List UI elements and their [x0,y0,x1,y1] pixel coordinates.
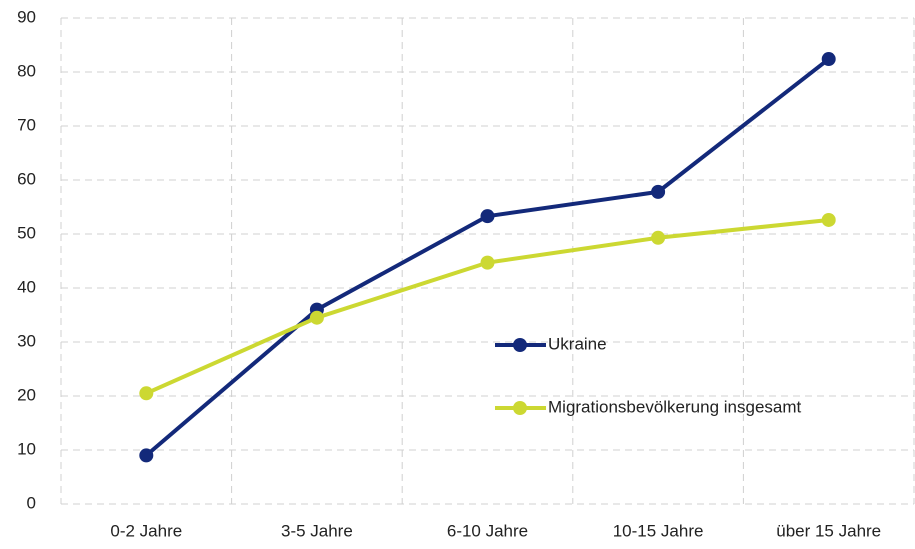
y-tick-label: 30 [17,331,36,350]
y-tick-label: 0 [27,493,36,512]
data-point [139,448,154,463]
data-point [480,255,495,270]
data-point [309,310,324,325]
x-tick-label: 6-10 Jahre [447,521,528,540]
data-point [821,212,836,227]
x-tick-label: 3-5 Jahre [281,521,353,540]
y-tick-label: 20 [17,385,36,404]
x-tick-label: 10-15 Jahre [613,521,704,540]
data-point [480,209,495,224]
x-tick-label: über 15 Jahre [776,521,881,540]
legend-marker [513,401,527,415]
y-tick-label: 60 [17,169,36,188]
x-tick-label: 0-2 Jahre [110,521,182,540]
legend-label: Migrationsbevölkerung insgesamt [548,397,802,416]
y-tick-label: 90 [17,7,36,26]
y-tick-label: 40 [17,277,36,296]
data-point [139,386,154,401]
legend-label: Ukraine [548,334,607,353]
y-tick-label: 10 [17,439,36,458]
y-tick-label: 50 [17,223,36,242]
data-point [651,184,666,199]
y-tick-label: 80 [17,61,36,80]
data-point [651,230,666,245]
data-point [821,52,836,67]
legend-marker [513,338,527,352]
y-tick-label: 70 [17,115,36,134]
